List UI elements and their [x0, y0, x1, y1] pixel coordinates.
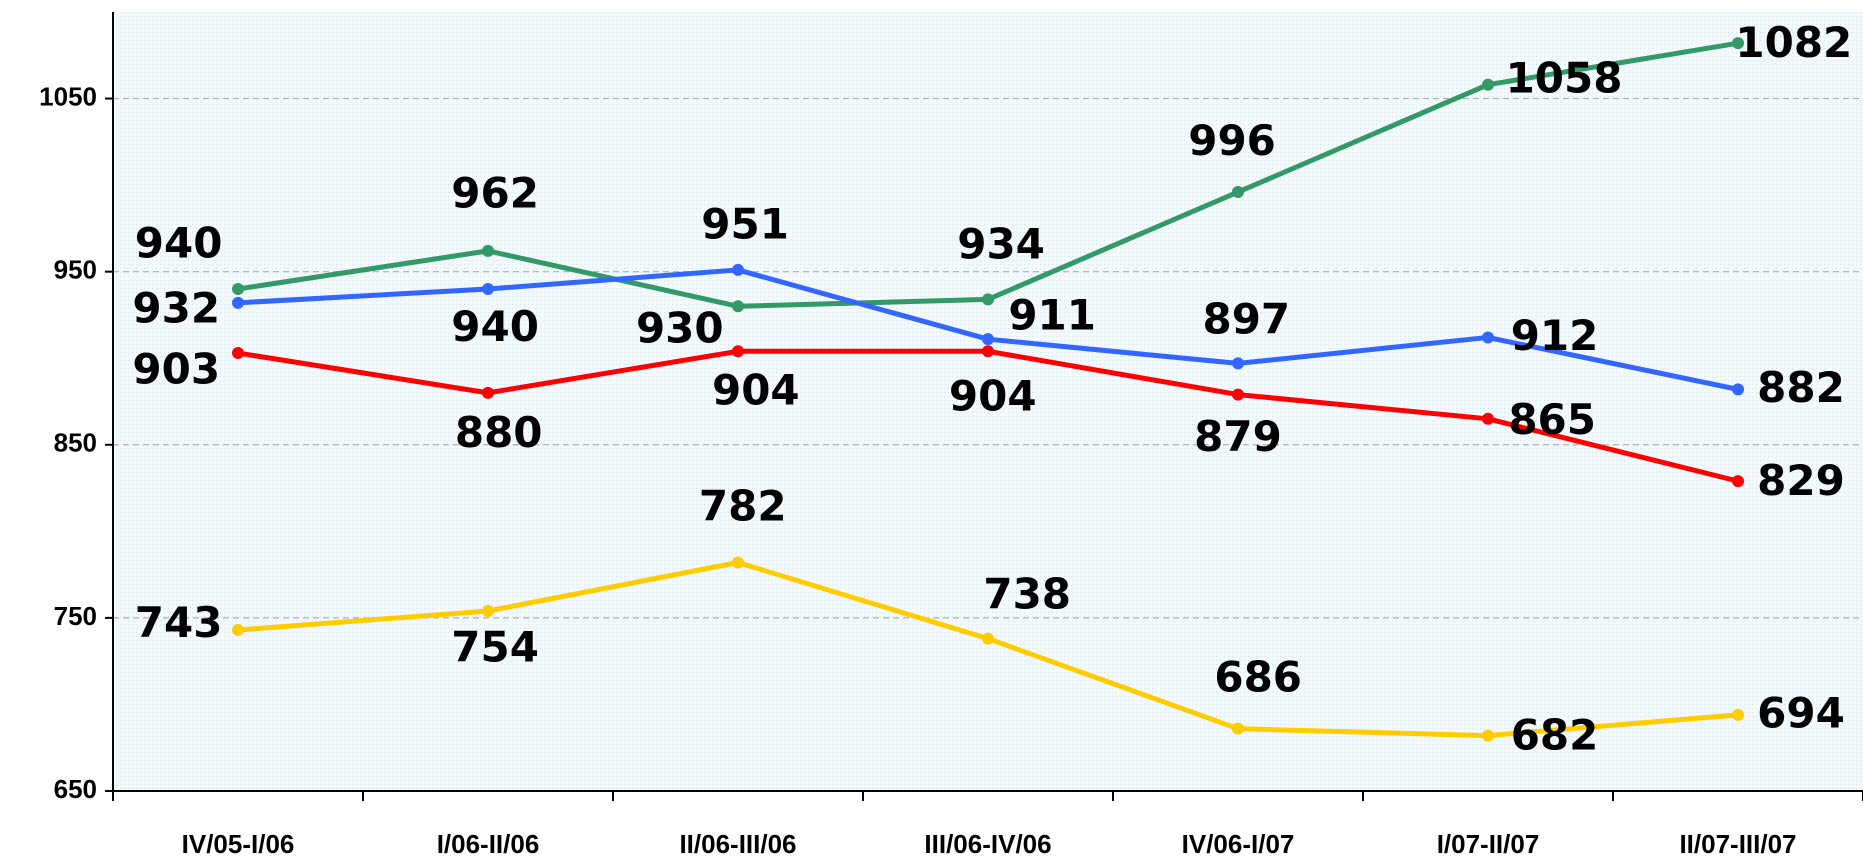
point	[982, 293, 994, 306]
data-label: 694	[1757, 689, 1845, 738]
point	[482, 282, 494, 295]
x-tick-label: I/06-II/06	[437, 829, 540, 859]
point	[232, 282, 244, 295]
data-label: 911	[1008, 290, 1096, 339]
data-label: 934	[957, 220, 1045, 269]
point	[732, 300, 744, 313]
data-label: 962	[451, 169, 539, 218]
data-label: 829	[1757, 456, 1845, 505]
point	[1482, 331, 1494, 344]
data-label: 880	[455, 408, 543, 457]
data-label: 1058	[1506, 54, 1623, 103]
data-label: 686	[1214, 652, 1302, 701]
data-label: 996	[1188, 116, 1276, 165]
point	[1232, 722, 1244, 735]
y-tick-label: 650	[54, 774, 97, 804]
x-tick-label: II/06-III/06	[679, 829, 796, 859]
x-tick-label: I/07-II/07	[1437, 829, 1540, 859]
point	[232, 347, 244, 360]
data-label: 682	[1511, 710, 1599, 759]
data-label: 951	[701, 200, 789, 249]
point	[1232, 388, 1244, 401]
data-label: 932	[132, 284, 220, 333]
point	[1482, 412, 1494, 425]
y-tick-label: 950	[54, 255, 97, 285]
point	[232, 296, 244, 309]
point	[1232, 186, 1244, 199]
x-tick-label: IV/06-I/07	[1182, 829, 1295, 859]
point	[982, 333, 994, 346]
point	[1732, 37, 1744, 50]
data-label: 865	[1508, 395, 1596, 444]
data-label: 904	[712, 365, 800, 414]
point	[732, 345, 744, 358]
point	[1482, 78, 1494, 91]
point	[482, 386, 494, 399]
point	[1232, 357, 1244, 370]
data-label: 912	[1511, 311, 1599, 360]
data-label: 743	[135, 598, 223, 647]
data-label: 904	[949, 371, 1037, 420]
data-label: 897	[1202, 294, 1290, 343]
point	[732, 263, 744, 276]
point	[1732, 475, 1744, 488]
point	[1732, 383, 1744, 396]
y-tick-label: 850	[54, 428, 97, 458]
point	[1482, 729, 1494, 742]
data-label: 879	[1194, 412, 1282, 461]
point	[732, 556, 744, 569]
point	[982, 632, 994, 645]
point	[982, 345, 994, 358]
point	[482, 604, 494, 617]
y-tick-label: 1050	[39, 81, 97, 111]
x-tick-label: II/07-III/07	[1679, 829, 1796, 859]
data-label: 782	[699, 482, 787, 531]
point	[1732, 708, 1744, 721]
data-label: 903	[132, 345, 220, 394]
point	[482, 244, 494, 257]
plot-background	[113, 12, 1863, 791]
data-label: 940	[451, 302, 539, 351]
data-label: 882	[1757, 363, 1845, 412]
y-tick-label: 750	[54, 601, 97, 631]
data-label: 930	[636, 304, 724, 353]
data-label: 738	[983, 570, 1071, 619]
x-tick-label: IV/05-I/06	[182, 829, 295, 859]
x-tick-label: III/06-IV/06	[924, 829, 1051, 859]
data-label: 754	[451, 623, 539, 672]
point	[232, 624, 244, 637]
data-label: 940	[135, 219, 223, 268]
data-label: 1082	[1735, 18, 1852, 67]
